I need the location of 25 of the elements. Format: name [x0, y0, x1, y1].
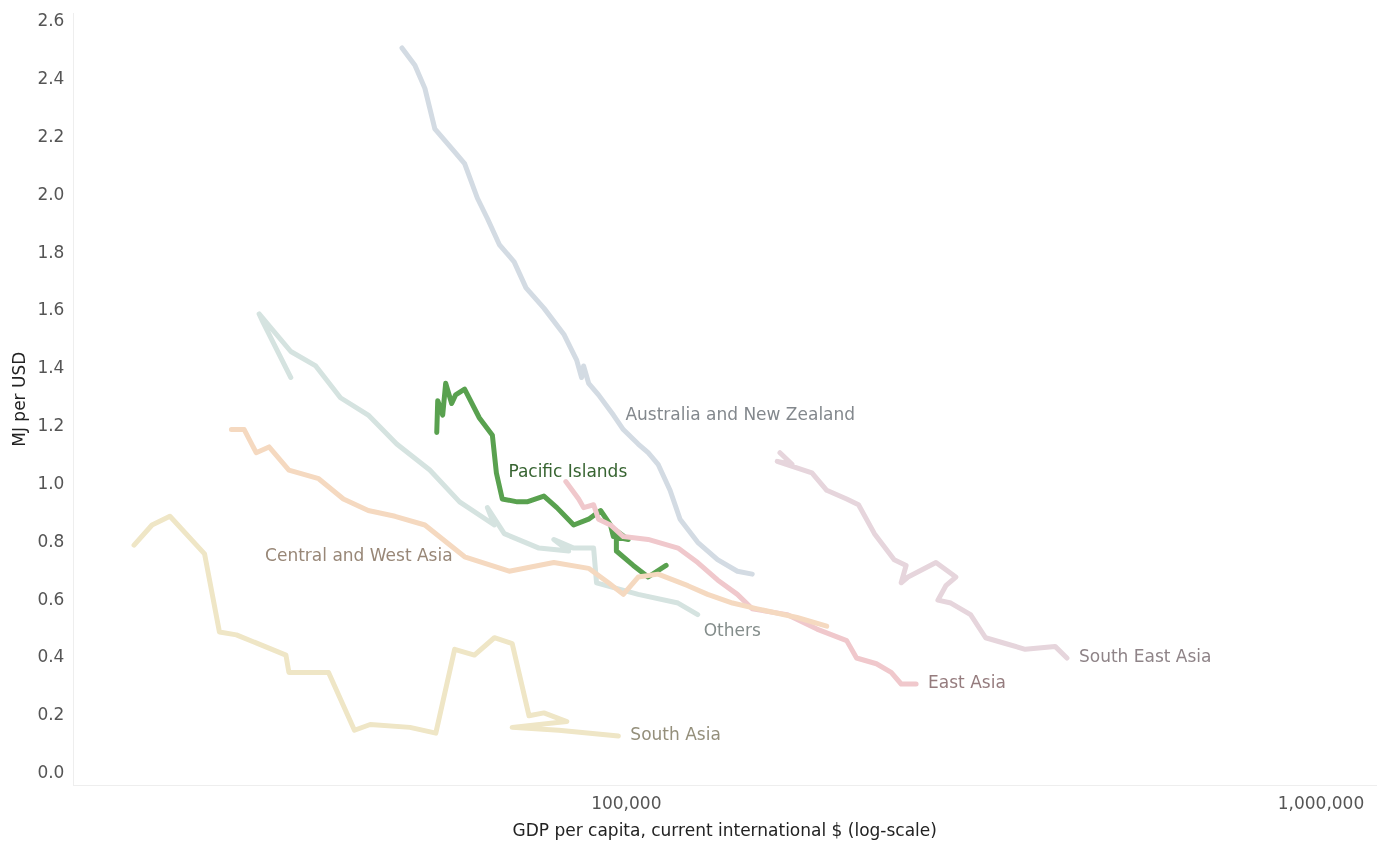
- y-tick-label: 2.6: [37, 10, 65, 31]
- y-tick-label: 0.2: [37, 704, 65, 725]
- y-tick-label: 2.4: [37, 68, 65, 89]
- y-tick-label: 0.6: [37, 588, 65, 609]
- y-tick-label: 1.2: [37, 415, 65, 436]
- y-tick-label: 1.4: [37, 357, 65, 378]
- y-tick-label: 2.0: [37, 183, 65, 204]
- x-axis-title: GDP per capita, current international $ (log-scale): [512, 820, 937, 841]
- series-label: Others: [703, 620, 761, 641]
- series-label: East Asia: [928, 672, 1006, 693]
- y-tick-label: 1.6: [37, 299, 65, 320]
- y-tick-label: 0.4: [37, 646, 65, 667]
- x-tick-label: 1,000,000: [1277, 792, 1365, 813]
- series-label: South Asia: [630, 724, 721, 745]
- series-label: Australia and New Zealand: [625, 403, 856, 424]
- x-tick-label: 100,000: [591, 792, 662, 813]
- series-label: Central and West Asia: [265, 545, 453, 566]
- y-tick-label: 0.8: [37, 530, 65, 551]
- y-tick-label: 1.0: [37, 472, 65, 493]
- series-label: Pacific Islands: [508, 461, 628, 482]
- y-tick-label: 0.0: [37, 762, 65, 783]
- series-label: South East Asia: [1078, 646, 1212, 667]
- y-tick-label: 2.2: [37, 125, 65, 146]
- y-tick-label: 1.8: [37, 241, 65, 262]
- y-axis-title: MJ per USD: [8, 351, 29, 447]
